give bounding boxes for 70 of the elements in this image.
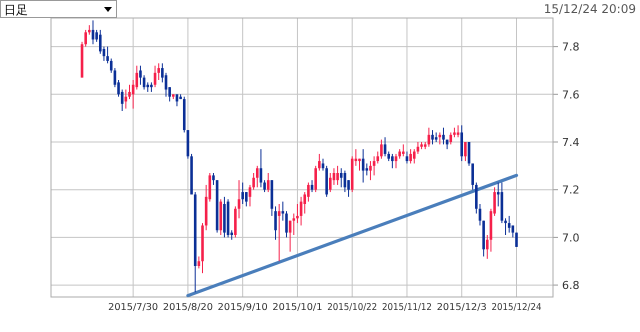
candlestick xyxy=(340,168,343,188)
candlestick xyxy=(310,180,314,193)
candlestick xyxy=(449,132,452,145)
candlestick xyxy=(464,142,467,162)
candlestick xyxy=(446,139,448,150)
candlestick xyxy=(307,182,310,202)
candlestick xyxy=(460,124,464,162)
candlestick xyxy=(212,172,215,186)
candlestick xyxy=(274,206,277,240)
candlestick xyxy=(456,124,460,138)
candlestick xyxy=(391,153,394,169)
candlestick xyxy=(336,165,339,186)
candlestick xyxy=(142,74,146,90)
candlestick xyxy=(314,165,317,193)
candlestick xyxy=(409,148,412,164)
text: 15/12/24 20:09 xyxy=(544,2,636,16)
chart-title: 日足 xyxy=(4,3,28,17)
candlestick xyxy=(468,142,470,166)
candlestick xyxy=(366,162,368,176)
candlestick xyxy=(406,151,408,164)
x-tick-label: 2015/10/1 xyxy=(272,302,322,313)
candlestick xyxy=(344,170,346,193)
candlestick xyxy=(135,65,138,90)
y-tick-label: 7.8 xyxy=(562,40,580,54)
x-tick-label: 2015/12/3 xyxy=(436,302,487,313)
candlestick xyxy=(508,215,510,234)
x-tick-label: 2015/9/10 xyxy=(218,302,268,313)
x-tick-label: 2015/10/22 xyxy=(327,302,382,313)
x-tick-label: 2015/8/20 xyxy=(162,302,213,313)
candlestick xyxy=(394,153,398,169)
x-tick-label: 2015/12/24 xyxy=(491,302,546,313)
candlestick xyxy=(328,172,332,193)
candlestick xyxy=(278,204,280,262)
x-tick-label: 2015/11/12 xyxy=(382,302,437,313)
candlestick xyxy=(92,20,94,45)
candlestick xyxy=(372,156,376,176)
candlestick xyxy=(380,139,383,160)
candlestick xyxy=(471,162,474,190)
candlestick xyxy=(358,158,361,172)
x-tick-label: 2015/7/30 xyxy=(108,302,158,313)
candlestick xyxy=(434,132,438,142)
candlestick xyxy=(241,182,244,204)
y-tick-label: 6.8 xyxy=(562,279,580,292)
y-tick-label: 7.6 xyxy=(562,88,580,102)
y-tick-label: 7.4 xyxy=(562,136,580,149)
candlestick xyxy=(362,148,364,184)
y-tick-label: 7.2 xyxy=(562,184,580,197)
candlestick xyxy=(88,24,91,36)
candlestick xyxy=(402,144,405,157)
candlestick xyxy=(256,165,259,188)
y-tick-label: 7.0 xyxy=(562,231,580,244)
candlestick xyxy=(398,148,401,160)
candlestick xyxy=(124,89,128,110)
candlestick xyxy=(369,160,372,181)
candlestick xyxy=(266,172,270,193)
candlestick xyxy=(318,153,321,172)
candlestick xyxy=(428,127,430,148)
candlestick xyxy=(442,127,445,145)
candlestick xyxy=(245,192,248,207)
candlestick xyxy=(154,65,156,88)
candlestick xyxy=(263,180,266,193)
candlestick xyxy=(431,130,434,145)
candlestick xyxy=(139,65,142,86)
candlestick xyxy=(384,136,386,157)
candlestick xyxy=(412,148,416,164)
candlestick xyxy=(300,196,302,226)
candlestick xyxy=(288,220,292,252)
candlestick xyxy=(260,148,262,188)
candlestick xyxy=(98,29,102,54)
candlestick xyxy=(110,58,113,74)
